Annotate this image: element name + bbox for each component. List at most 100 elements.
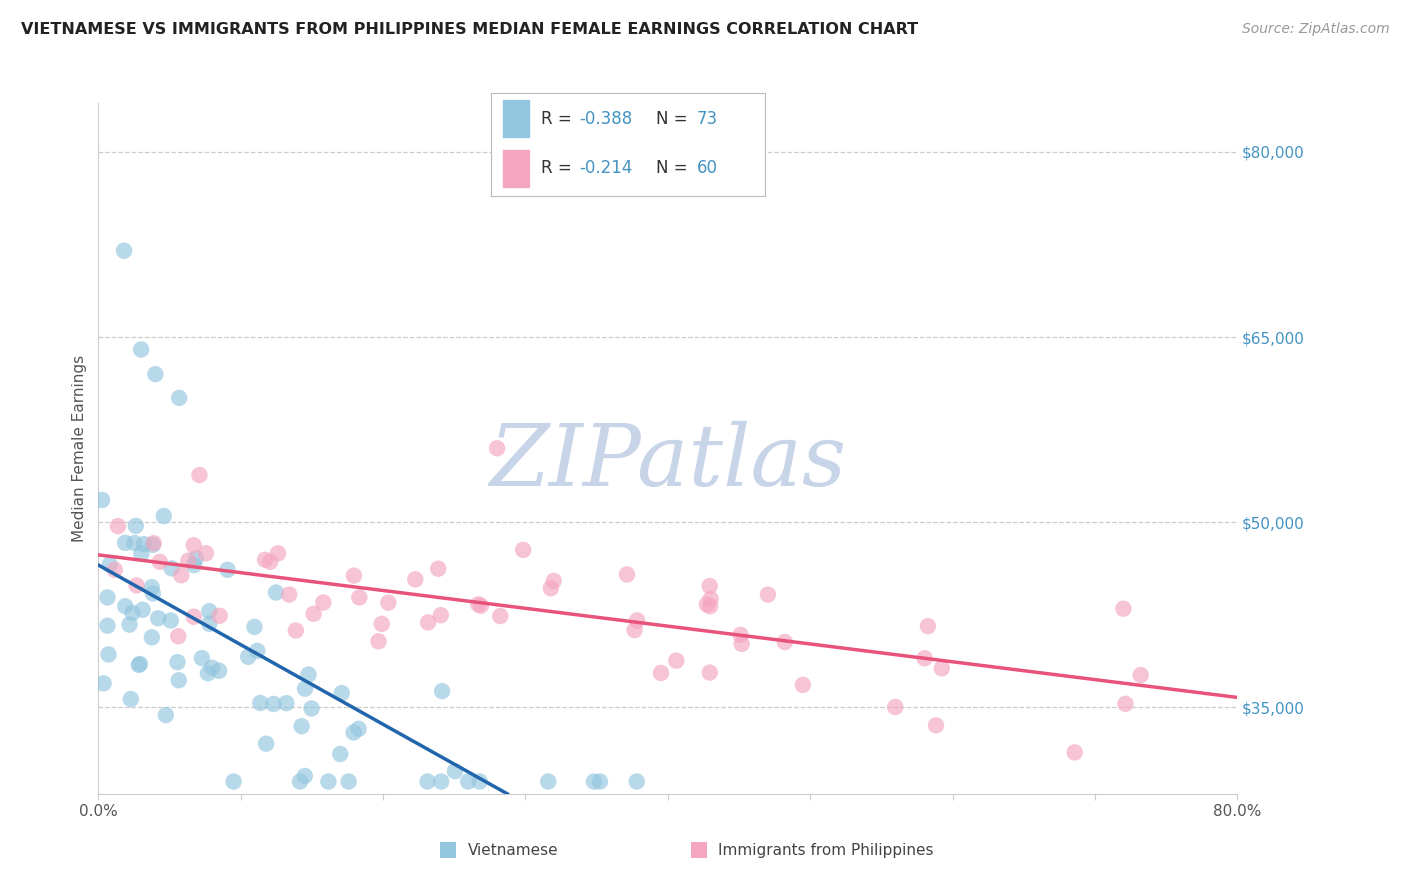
Point bbox=[337, 774, 360, 789]
Point bbox=[665, 654, 688, 668]
Point bbox=[263, 697, 285, 711]
Point bbox=[148, 611, 170, 625]
Point bbox=[288, 774, 311, 789]
Text: Source: ZipAtlas.com: Source: ZipAtlas.com bbox=[1241, 22, 1389, 37]
Point bbox=[246, 644, 269, 658]
Point bbox=[370, 616, 392, 631]
Point bbox=[540, 581, 562, 595]
Point bbox=[489, 609, 512, 624]
Point bbox=[183, 609, 205, 624]
Point bbox=[184, 551, 207, 566]
Point bbox=[104, 563, 127, 577]
Point bbox=[467, 598, 489, 612]
Point bbox=[191, 651, 214, 665]
Point bbox=[294, 769, 316, 783]
Point bbox=[142, 536, 165, 550]
Point bbox=[297, 667, 319, 681]
Text: R =: R = bbox=[541, 159, 576, 178]
Point bbox=[142, 586, 165, 600]
Point bbox=[114, 599, 136, 614]
Point bbox=[155, 708, 177, 723]
Point bbox=[1063, 745, 1085, 759]
Text: R =: R = bbox=[541, 110, 576, 128]
Point bbox=[259, 555, 281, 569]
Point bbox=[198, 604, 221, 618]
Point bbox=[93, 676, 115, 690]
Point bbox=[217, 563, 239, 577]
Point bbox=[294, 681, 316, 696]
Point bbox=[124, 536, 146, 550]
Point bbox=[96, 618, 118, 632]
Point bbox=[302, 607, 325, 621]
Point bbox=[730, 628, 752, 642]
Point bbox=[312, 595, 335, 609]
Point bbox=[160, 561, 183, 575]
Point bbox=[291, 719, 314, 733]
Point bbox=[141, 580, 163, 594]
Point bbox=[96, 591, 118, 605]
Point bbox=[427, 562, 450, 576]
Point bbox=[730, 637, 752, 651]
Point bbox=[267, 546, 290, 560]
Point bbox=[132, 537, 155, 551]
Point bbox=[284, 624, 307, 638]
Point bbox=[249, 696, 271, 710]
Text: 73: 73 bbox=[697, 110, 718, 128]
Point bbox=[699, 591, 721, 606]
Point bbox=[512, 542, 534, 557]
Point bbox=[114, 536, 136, 550]
Text: N =: N = bbox=[655, 110, 693, 128]
Y-axis label: Median Female Earnings: Median Female Earnings bbox=[72, 355, 87, 541]
Point bbox=[699, 665, 721, 680]
Point bbox=[278, 588, 301, 602]
Point bbox=[152, 508, 174, 523]
Point bbox=[198, 616, 221, 631]
Point bbox=[416, 615, 439, 630]
Point bbox=[925, 718, 948, 732]
Point bbox=[131, 603, 153, 617]
Point bbox=[149, 555, 172, 569]
Point bbox=[125, 519, 148, 533]
Text: -0.388: -0.388 bbox=[579, 110, 633, 128]
Point bbox=[264, 585, 287, 599]
Point bbox=[416, 774, 439, 789]
Point bbox=[141, 631, 163, 645]
Point bbox=[188, 468, 211, 483]
Point bbox=[170, 568, 193, 582]
Point bbox=[276, 696, 298, 710]
Point bbox=[208, 608, 231, 623]
Point bbox=[112, 244, 135, 258]
Point bbox=[884, 700, 907, 714]
Point bbox=[699, 579, 721, 593]
Point bbox=[457, 774, 479, 789]
Point bbox=[1129, 668, 1152, 682]
Point bbox=[208, 664, 231, 678]
Point bbox=[167, 629, 190, 643]
Text: Immigrants from Philippines: Immigrants from Philippines bbox=[718, 843, 934, 857]
Point bbox=[222, 774, 245, 789]
Text: ZIPatlas: ZIPatlas bbox=[489, 421, 846, 503]
Point bbox=[329, 747, 352, 761]
Point bbox=[626, 774, 648, 789]
Point bbox=[131, 546, 153, 560]
Point bbox=[444, 764, 467, 779]
Point bbox=[756, 588, 779, 602]
Text: -0.214: -0.214 bbox=[579, 159, 633, 178]
Point bbox=[183, 538, 205, 552]
Point bbox=[430, 608, 453, 623]
Point bbox=[118, 617, 141, 632]
Point bbox=[616, 567, 638, 582]
Text: 60: 60 bbox=[697, 159, 718, 178]
Point bbox=[145, 367, 167, 381]
Point bbox=[128, 657, 150, 672]
Point bbox=[792, 678, 814, 692]
Point bbox=[696, 598, 718, 612]
Point bbox=[377, 596, 399, 610]
Point bbox=[404, 572, 426, 586]
Point bbox=[167, 391, 190, 405]
Point bbox=[201, 661, 224, 675]
Point bbox=[97, 648, 120, 662]
Point bbox=[98, 558, 121, 572]
Point bbox=[773, 635, 796, 649]
Point bbox=[107, 519, 129, 533]
